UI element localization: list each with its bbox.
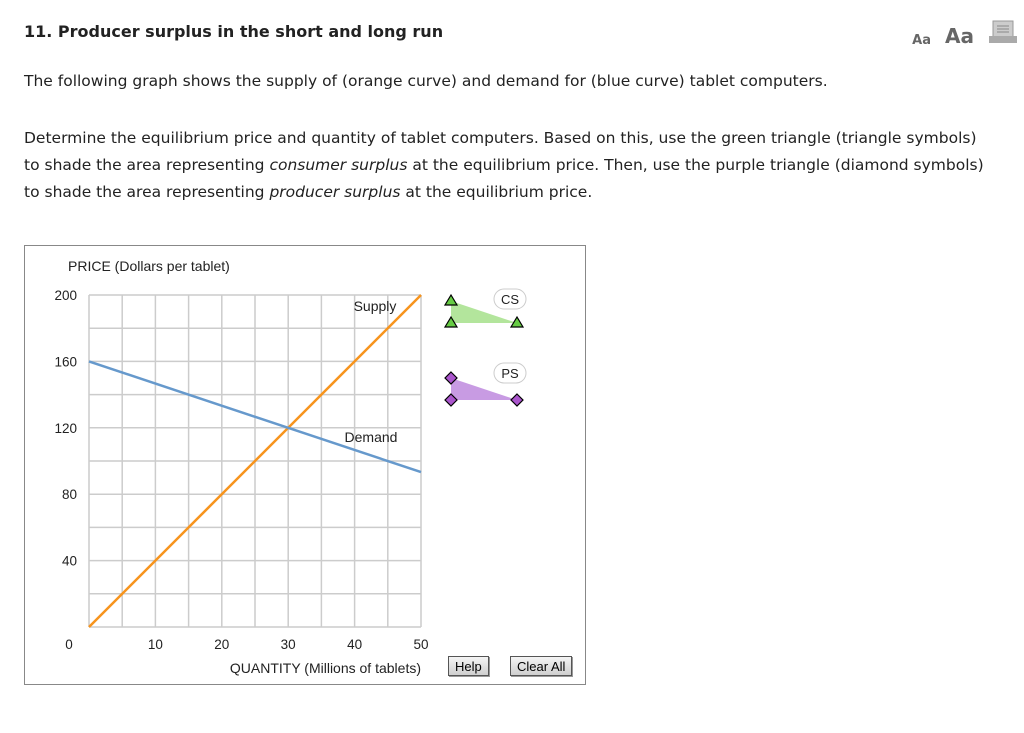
- supply-label: Supply: [354, 298, 397, 314]
- triangle-symbol-icon: [443, 293, 459, 306]
- ps-label: PS: [501, 366, 519, 381]
- demand-label: Demand: [345, 429, 398, 445]
- ps-triangle-tool: [451, 378, 517, 400]
- question-title: 11. Producer surplus in the short and lo…: [24, 22, 444, 41]
- clear-all-button[interactable]: Clear All: [510, 656, 573, 676]
- y-tick-label: 80: [62, 487, 77, 502]
- help-button[interactable]: Help: [448, 656, 489, 676]
- small-font-button[interactable]: Aa: [912, 33, 932, 48]
- graph-panel: PRICE (Dollars per tablet) QUANTITY (Mill…: [24, 245, 586, 685]
- large-font-button[interactable]: Aa: [945, 24, 974, 48]
- x-tick-label: 40: [347, 637, 362, 652]
- cs-triangle-tool: [451, 301, 517, 323]
- x-tick-label: 10: [148, 637, 163, 652]
- ps-label-pill: [493, 362, 527, 384]
- demand-curve: [88, 360, 422, 474]
- diamond-symbol-icon: [444, 371, 458, 385]
- y-axis-label: PRICE (Dollars per tablet): [68, 258, 230, 274]
- x-tick-label: 20: [214, 637, 229, 652]
- y-tick-label: 120: [54, 421, 77, 436]
- diamond-symbol-icon: [444, 393, 458, 407]
- x-tick-label: 30: [281, 637, 296, 652]
- chart[interactable]: PRICE (Dollars per tablet) QUANTITY (Mill…: [25, 246, 587, 686]
- cs-label-pill: [493, 288, 527, 310]
- triangle-symbol-icon: [509, 315, 525, 328]
- triangle-symbol-icon: [443, 315, 459, 328]
- print-icon[interactable]: [988, 20, 1018, 48]
- x-axis-label: QUANTITY (Millions of tablets): [230, 660, 421, 676]
- cs-label: CS: [501, 292, 519, 307]
- instructions-text: Determine the equilibrium price and quan…: [24, 129, 984, 201]
- diamond-symbol-icon: [510, 393, 524, 407]
- toolbar: Aa Aa: [912, 20, 1018, 48]
- x-tick-label: 50: [413, 637, 428, 652]
- y-tick-label: 160: [54, 354, 77, 369]
- intro-text: The following graph shows the supply of …: [24, 72, 828, 90]
- y-tick-label: 200: [54, 288, 77, 303]
- y-tick-label: 40: [62, 554, 77, 569]
- supply-curve: [88, 294, 422, 628]
- x-tick-label: 0: [65, 637, 73, 652]
